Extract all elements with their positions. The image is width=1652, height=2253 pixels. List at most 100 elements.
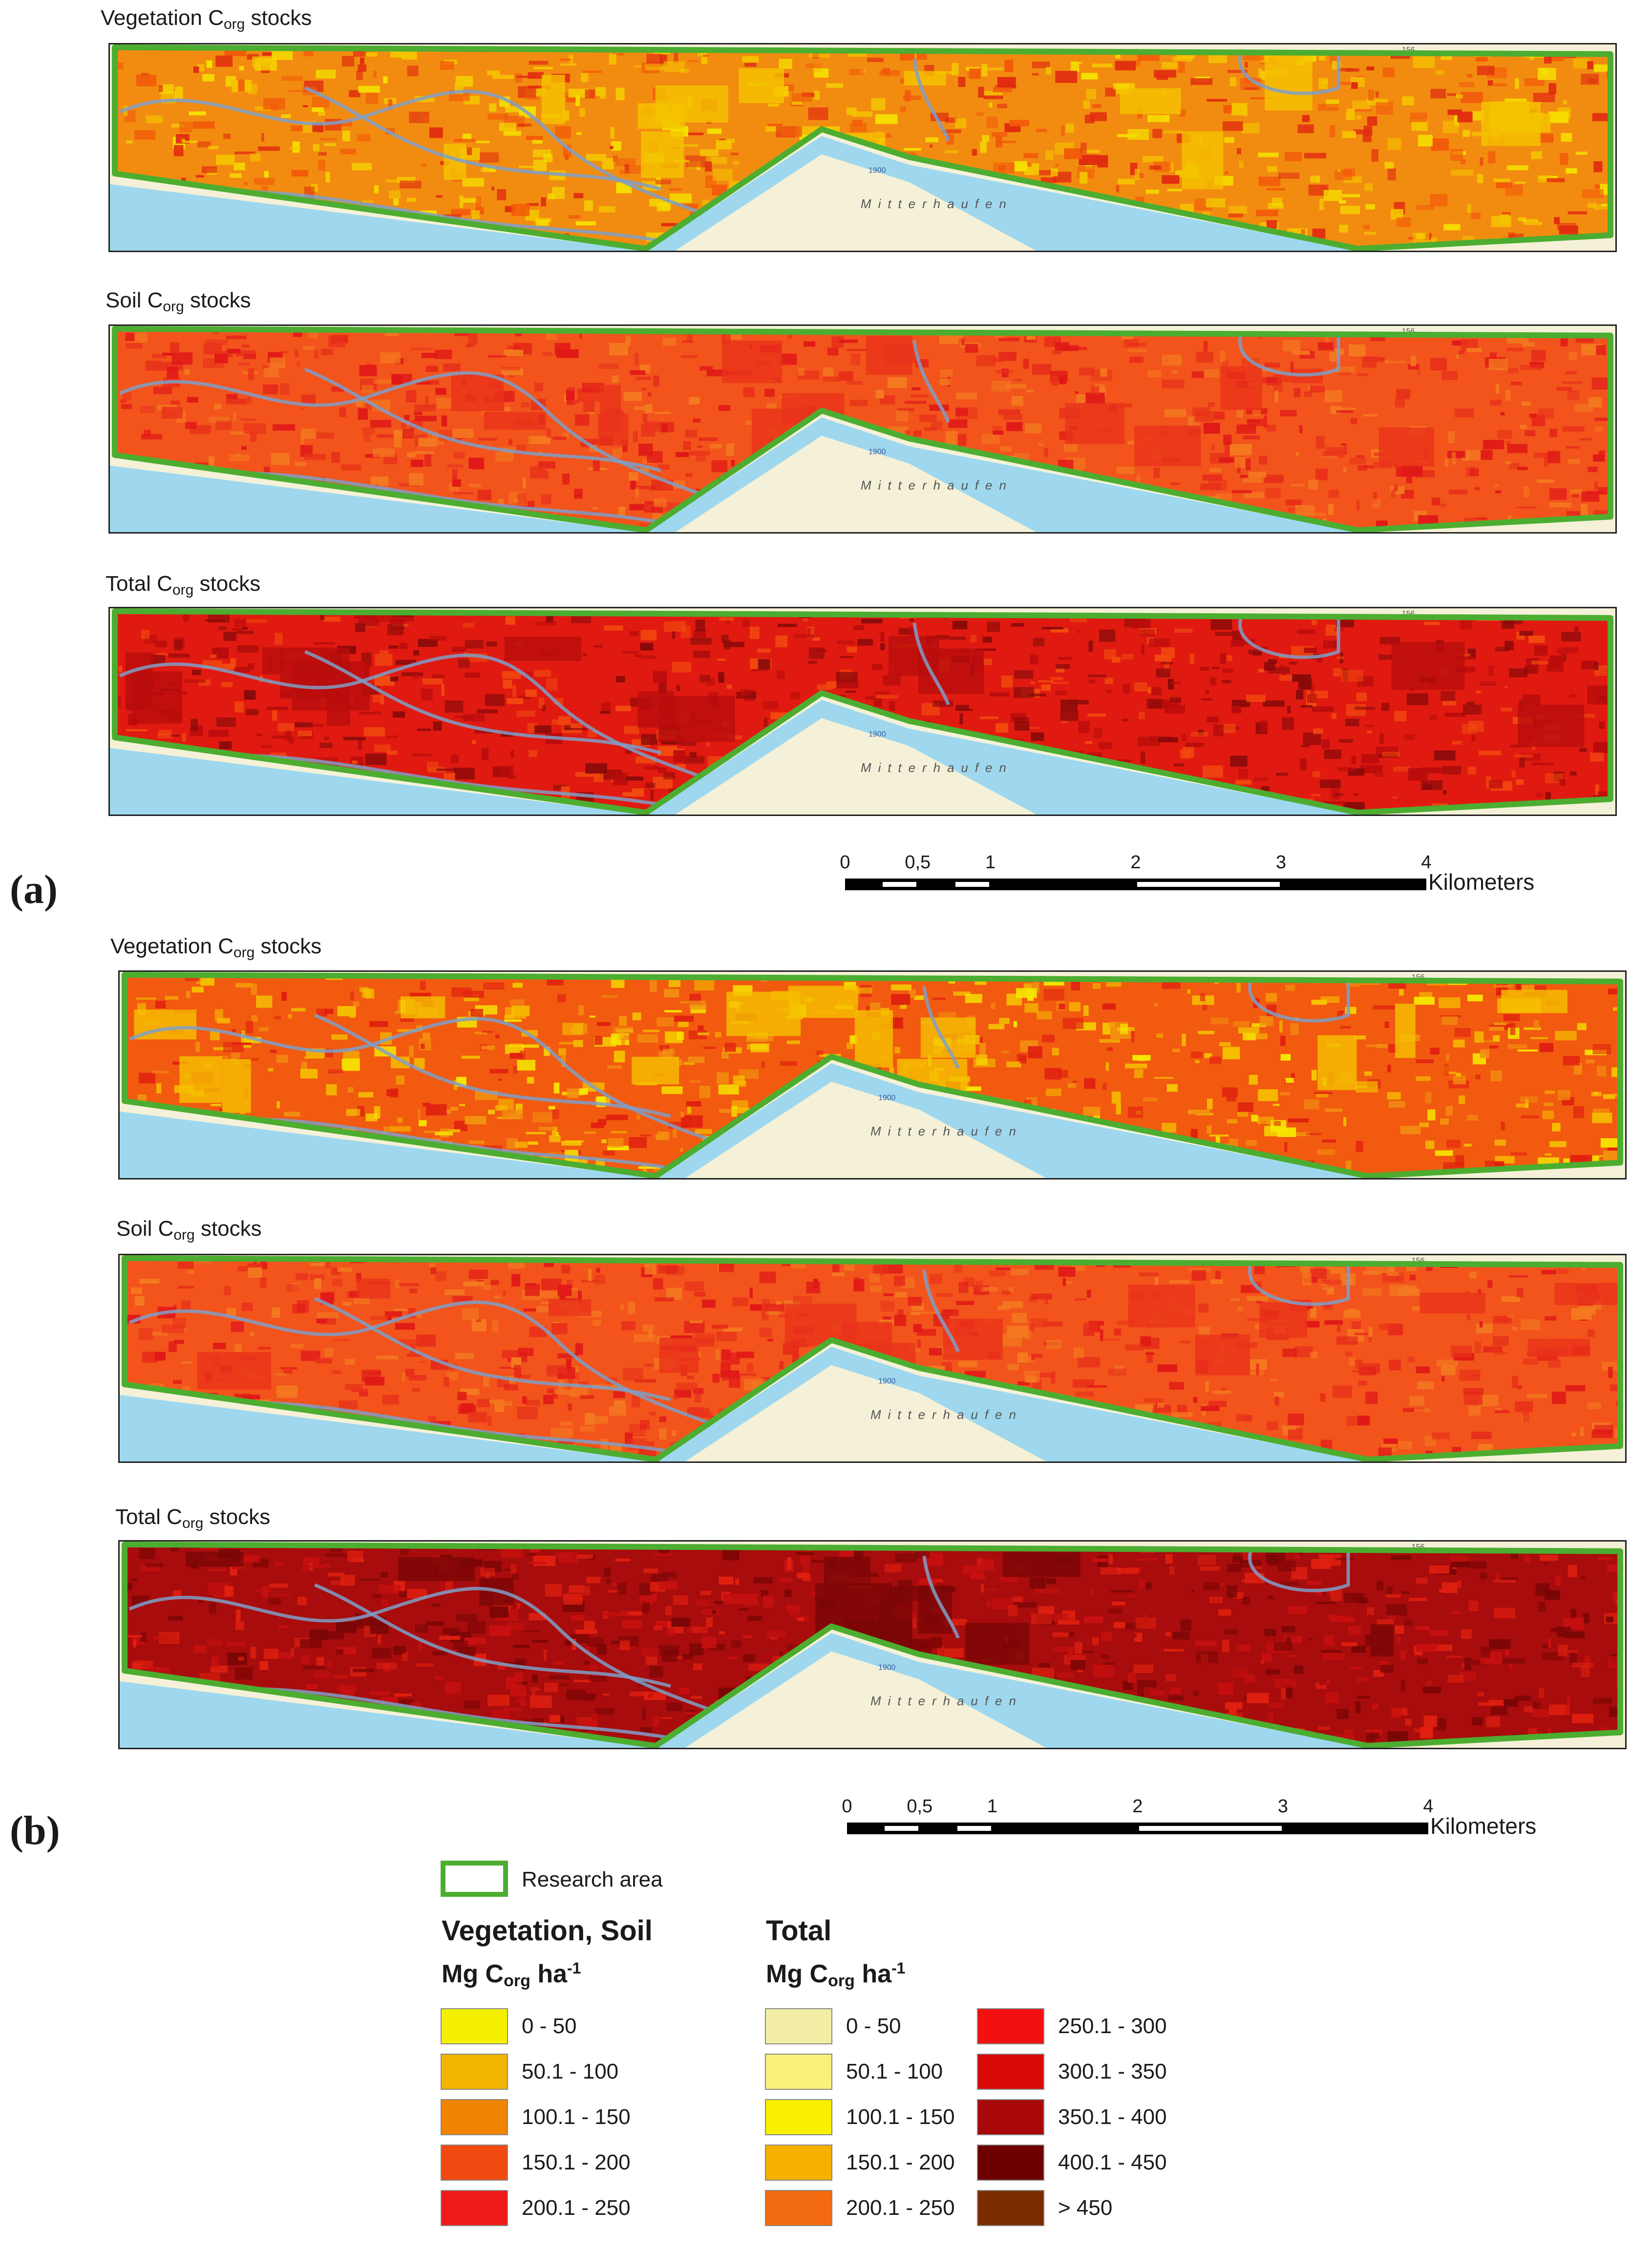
research-area-boundary <box>121 972 1624 1178</box>
scale-tick-0: 0 <box>842 1796 852 1817</box>
legend-unit-total: Mg Corg ha-1 <box>766 1959 906 1990</box>
scale-unit: Kilometers <box>1428 869 1535 895</box>
legend-label: 0 - 50 <box>522 2014 577 2038</box>
legend-swatch <box>765 2099 832 2135</box>
scale-segment-0 <box>883 882 916 887</box>
channel-0 <box>119 371 793 530</box>
contour-label: 1900 <box>868 730 886 738</box>
legend-label: 150.1 - 200 <box>522 2150 631 2174</box>
carbon-raster <box>124 1258 1621 1460</box>
legend-swatch <box>977 2145 1044 2181</box>
floodplain-land <box>675 154 1037 251</box>
scale-tick-1: 0,5 <box>907 1796 933 1817</box>
legend-label: 400.1 - 450 <box>1058 2150 1167 2174</box>
channel-0 <box>119 89 793 249</box>
scalebar-a: 0 0,5 1 2 3 4 Kilometers <box>840 852 1544 895</box>
legend-swatch <box>441 2099 508 2135</box>
scale-tick-2: 1 <box>985 852 996 873</box>
panel-label-b: (b) <box>10 1808 60 1853</box>
place-label: Mitterhaufen <box>861 197 1013 211</box>
contour-label: 1900 <box>868 166 886 174</box>
channel-3 <box>922 986 960 1069</box>
channel-4 <box>1238 49 1340 95</box>
research-area-boundary <box>121 1255 1624 1461</box>
channel-3 <box>912 622 950 706</box>
channel-2 <box>314 1297 671 1402</box>
channel-2 <box>314 1583 671 1688</box>
legend-swatch <box>977 2099 1044 2135</box>
channel-4 <box>1248 976 1350 1023</box>
floodplain-land <box>675 435 1037 532</box>
map-vegetation-b: Mitterhaufen1900156a <box>118 970 1627 1180</box>
channel-4 <box>1248 1546 1350 1592</box>
river-water <box>110 136 1358 251</box>
research-area-boundary <box>111 44 1614 251</box>
legend-swatch <box>977 2190 1044 2226</box>
scale-tick-3: 2 <box>1132 1796 1143 1817</box>
legend-label: 150.1 - 200 <box>846 2150 955 2174</box>
channel-0 <box>128 1017 803 1176</box>
legend-label: 0 - 50 <box>846 2014 901 2038</box>
scale-tick-2: 1 <box>987 1796 998 1817</box>
floodplain-land <box>685 1081 1046 1178</box>
channel-4 <box>1238 613 1340 659</box>
channel-0 <box>119 653 793 813</box>
scale-segment-1 <box>955 882 989 887</box>
legend-label: 250.1 - 300 <box>1058 2014 1167 2038</box>
place-label: Mitterhaufen <box>870 1125 1023 1138</box>
legend-swatch <box>765 2190 832 2226</box>
floodplain-land <box>685 1365 1046 1461</box>
research-area-swatch <box>441 1861 508 1897</box>
scalebar-b: 0 0,5 1 2 3 4 Kilometers <box>842 1796 1546 1839</box>
contour-label: 1900 <box>878 1094 896 1102</box>
scale-tick-0: 0 <box>840 852 850 873</box>
legend-label: > 450 <box>1058 2196 1113 2220</box>
scale-segment-0 <box>885 1826 918 1831</box>
legend-label: 50.1 - 100 <box>522 2060 619 2083</box>
scale-segment-2 <box>1137 882 1280 887</box>
place-label: Mitterhaufen <box>861 479 1013 493</box>
channel-4 <box>1238 330 1340 377</box>
legend-swatch <box>765 2145 832 2181</box>
contour-label: 1900 <box>878 1377 896 1385</box>
place-label: Mitterhaufen <box>870 1408 1023 1422</box>
channel-3 <box>922 1269 960 1352</box>
map-total-b: Mitterhaufen1900156a <box>118 1540 1627 1749</box>
contour-label: 1900 <box>878 1663 896 1672</box>
research-area-label: Research area <box>522 1867 663 1891</box>
legend-label: 100.1 - 150 <box>846 2105 955 2129</box>
channel-2 <box>304 86 661 191</box>
legend-heading-total: Total <box>766 1915 832 1947</box>
legend-swatch <box>441 2145 508 2181</box>
legend-unit-veg-soil: Mg Corg ha-1 <box>442 1959 581 1990</box>
floodplain-land <box>675 718 1037 815</box>
floodplain-land <box>685 1651 1046 1748</box>
channel-2 <box>314 1013 671 1118</box>
scale-tick-1: 0,5 <box>905 852 931 873</box>
scale-bar <box>845 879 1426 890</box>
legend-swatch <box>977 2054 1044 2090</box>
map-vegetation-a: Mitterhaufen1900156a <box>108 43 1617 252</box>
legend-label: 100.1 - 150 <box>522 2105 631 2129</box>
research-area-boundary <box>121 1542 1624 1748</box>
scale-tick-4: 3 <box>1275 852 1287 873</box>
channel-2 <box>304 650 661 755</box>
map-soil-b: Mitterhaufen1900156a <box>118 1254 1627 1463</box>
channel-0 <box>128 1587 803 1746</box>
map-title-soil-a: Soil Corg stocks <box>106 288 251 315</box>
legend-swatch <box>765 2054 832 2090</box>
map-title-vegetation-b: Vegetation Corg stocks <box>110 934 322 961</box>
map-title-total-b: Total Corg stocks <box>115 1505 271 1531</box>
place-label: Mitterhaufen <box>861 761 1013 775</box>
scale-tick-5: 4 <box>1421 852 1432 873</box>
place-label: Mitterhaufen <box>870 1695 1023 1708</box>
river-water <box>120 1063 1368 1178</box>
channel-2 <box>304 367 661 472</box>
legend-swatch <box>441 2190 508 2226</box>
legend-label: 200.1 - 250 <box>522 2196 631 2220</box>
scale-segment-1 <box>957 1826 991 1831</box>
legend-label: 300.1 - 350 <box>1058 2060 1167 2083</box>
contour-label: 1900 <box>868 448 886 456</box>
river-water <box>120 1347 1368 1461</box>
legend-heading-veg-soil: Vegetation, Soil <box>442 1915 653 1947</box>
